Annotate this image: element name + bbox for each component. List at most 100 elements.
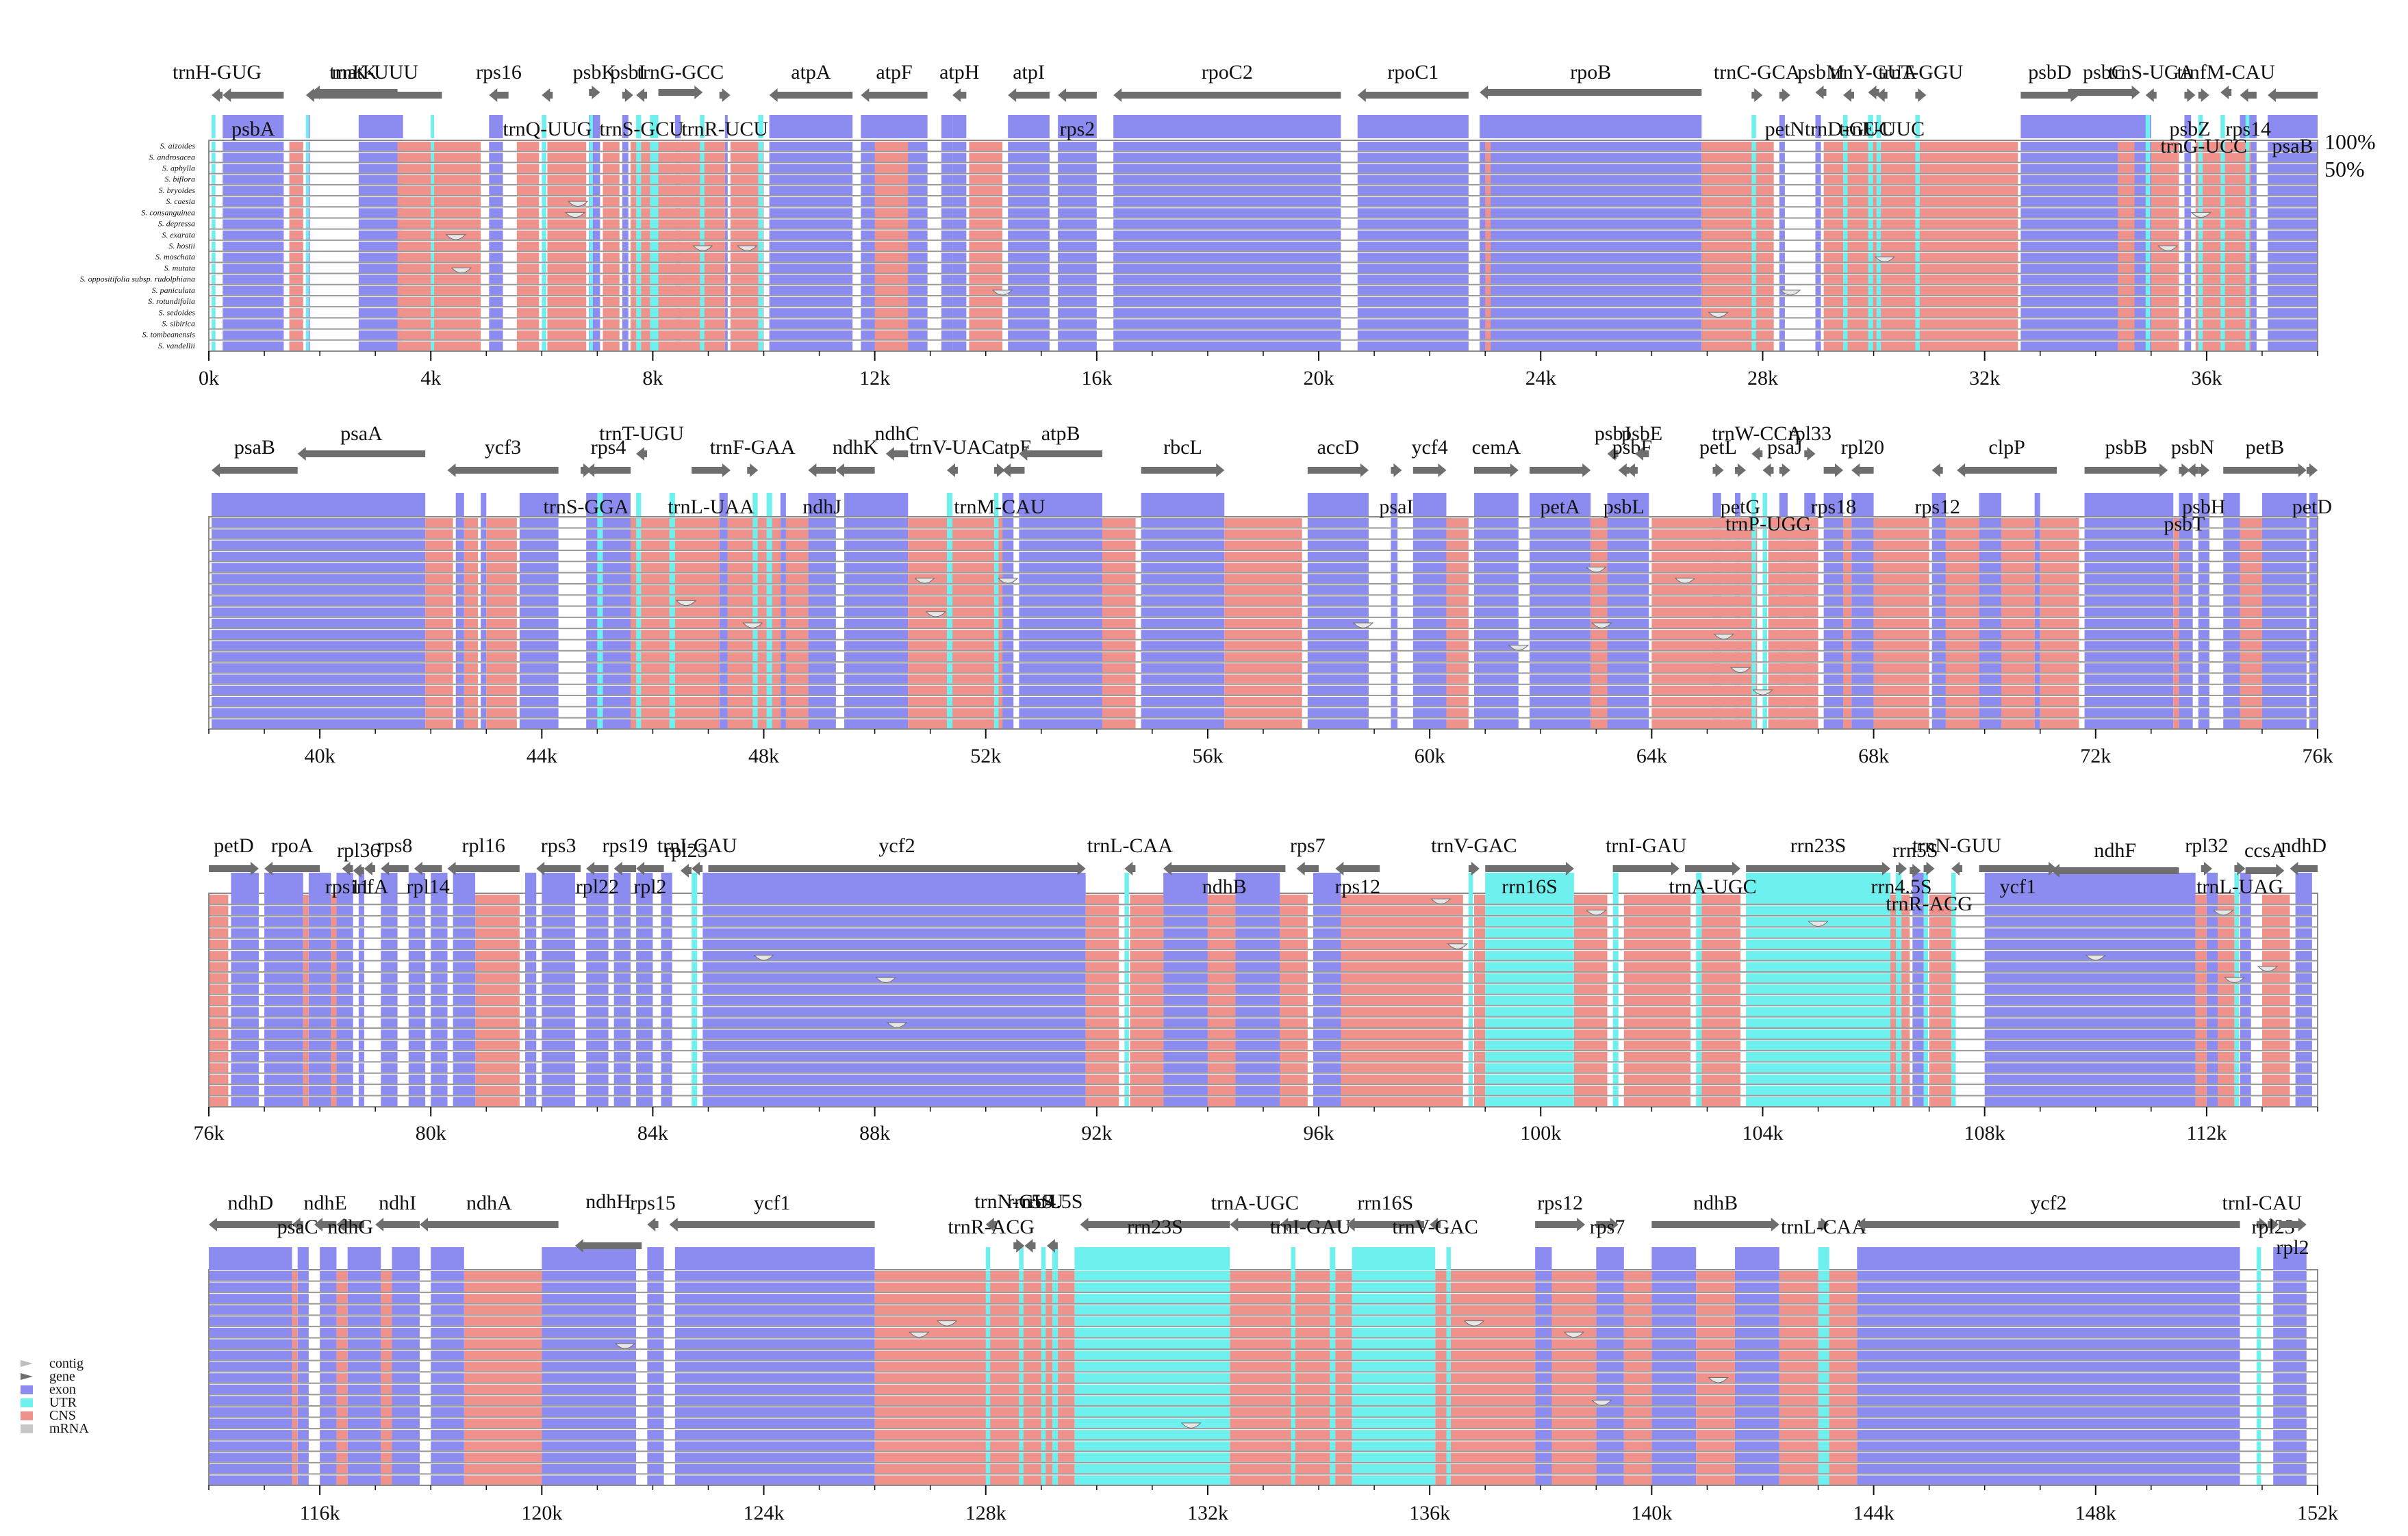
- exon-block: [231, 939, 259, 949]
- exon-block: [1163, 928, 1208, 938]
- cns-block: [785, 641, 809, 650]
- exon-block: [1008, 241, 1050, 251]
- cns-block: [1224, 585, 1302, 595]
- cns-block: [1945, 685, 1979, 695]
- cns-block: [331, 1018, 337, 1028]
- utr-block: [431, 274, 435, 284]
- exon-block: [1474, 685, 1519, 695]
- cns-block: [2240, 663, 2262, 673]
- exon-block: [1412, 618, 1447, 628]
- exon-block: [209, 1271, 292, 1281]
- exon-block: [674, 1339, 875, 1349]
- cns-block: [1701, 319, 1774, 329]
- cns-block: [516, 197, 540, 207]
- cns-block: [2040, 574, 2079, 583]
- cns-block: [475, 951, 520, 960]
- cns-block: [1573, 1063, 1608, 1073]
- utr-block: [597, 663, 603, 673]
- exon-block: [212, 719, 426, 728]
- utr-block: [2234, 1018, 2239, 1028]
- cns-block: [486, 618, 517, 628]
- exon-block: [336, 962, 353, 971]
- exon-block: [1912, 1029, 1924, 1039]
- gene-arrow: [647, 1218, 659, 1231]
- species-label: S. aizoides: [160, 141, 196, 151]
- exon-block: [647, 1282, 664, 1292]
- utr-block: [1746, 939, 1890, 949]
- utr-block: [1074, 1327, 1230, 1337]
- exon-block: [1979, 719, 2001, 728]
- exon-block: [636, 939, 653, 949]
- utr-block: [1818, 1441, 1829, 1451]
- cns-block: [336, 1373, 348, 1383]
- exon-block: [358, 895, 364, 904]
- exon-block: [2273, 1407, 2307, 1417]
- utr-block: [993, 697, 999, 706]
- utr-block: [1746, 951, 1890, 960]
- gene-arrow: [2290, 862, 2318, 875]
- cns-block: [1341, 1040, 1463, 1050]
- utr-block: [636, 652, 642, 662]
- utr-block: [1843, 230, 1848, 240]
- exon-block: [1931, 574, 1946, 583]
- utr-block: [947, 652, 953, 662]
- exon-block: [2295, 928, 2312, 938]
- annotation-exon: [1357, 115, 1469, 138]
- exon-block: [1979, 663, 2001, 673]
- exon-block: [2223, 529, 2240, 539]
- gene-label: psbH: [2182, 496, 2225, 518]
- cns-block: [1901, 951, 1910, 960]
- annotation-exon: [2273, 1247, 2307, 1270]
- exon-block: [2198, 697, 2209, 706]
- exon-block: [264, 1063, 303, 1073]
- annotation-utr: [1876, 115, 1881, 138]
- cns-block: [331, 928, 337, 938]
- exon-block: [2268, 296, 2318, 307]
- exon-block: [844, 685, 909, 695]
- cns-block: [1701, 1040, 1741, 1050]
- annotation-utr: [752, 493, 758, 516]
- exon-block: [1851, 719, 1874, 728]
- cns-block: [969, 341, 1003, 350]
- annotation-utr: [1485, 873, 1574, 896]
- exon-block: [1596, 1361, 1624, 1372]
- exon-block: [542, 1271, 637, 1281]
- cns-block: [2218, 984, 2235, 994]
- cns-block: [1701, 951, 1741, 960]
- exon-block: [1058, 197, 1097, 207]
- exon-block: [519, 529, 559, 539]
- cns-block: [2040, 641, 2079, 650]
- utr-block: [590, 330, 593, 340]
- exon-block: [489, 274, 503, 284]
- exon-block: [542, 1396, 637, 1405]
- cns-block: [2118, 253, 2135, 262]
- exon-block: [941, 219, 953, 229]
- exon-block: [1141, 719, 1225, 728]
- utr-block: [1868, 142, 1873, 151]
- cns-block: [289, 153, 303, 162]
- utr-block: [1876, 341, 1881, 350]
- exon-block: [1535, 1441, 1552, 1451]
- exon-block: [1235, 1097, 1280, 1106]
- utr-block: [2256, 1294, 2261, 1303]
- exon-block: [358, 928, 364, 938]
- exon-block: [347, 1475, 381, 1485]
- cns-block: [1102, 685, 1136, 695]
- exon-block: [769, 185, 853, 196]
- annotation-utr: [542, 115, 546, 138]
- cns-block: [2195, 1051, 2207, 1062]
- cns-block: [475, 939, 520, 949]
- exon-block: [2223, 518, 2240, 528]
- cns-block: [2151, 142, 2179, 151]
- cns-block: [1474, 1086, 1486, 1095]
- cns-block: [1435, 1463, 1536, 1474]
- exon-block: [1163, 1097, 1208, 1106]
- cns-block: [2118, 208, 2135, 218]
- exon-block: [381, 1086, 398, 1095]
- exon-block: [1815, 319, 1821, 329]
- exon-block: [1651, 1463, 1697, 1474]
- exon-block: [1734, 1452, 1779, 1462]
- exon-block: [2179, 585, 2193, 595]
- exon-block: [1113, 296, 1341, 307]
- utr-block: [758, 153, 763, 162]
